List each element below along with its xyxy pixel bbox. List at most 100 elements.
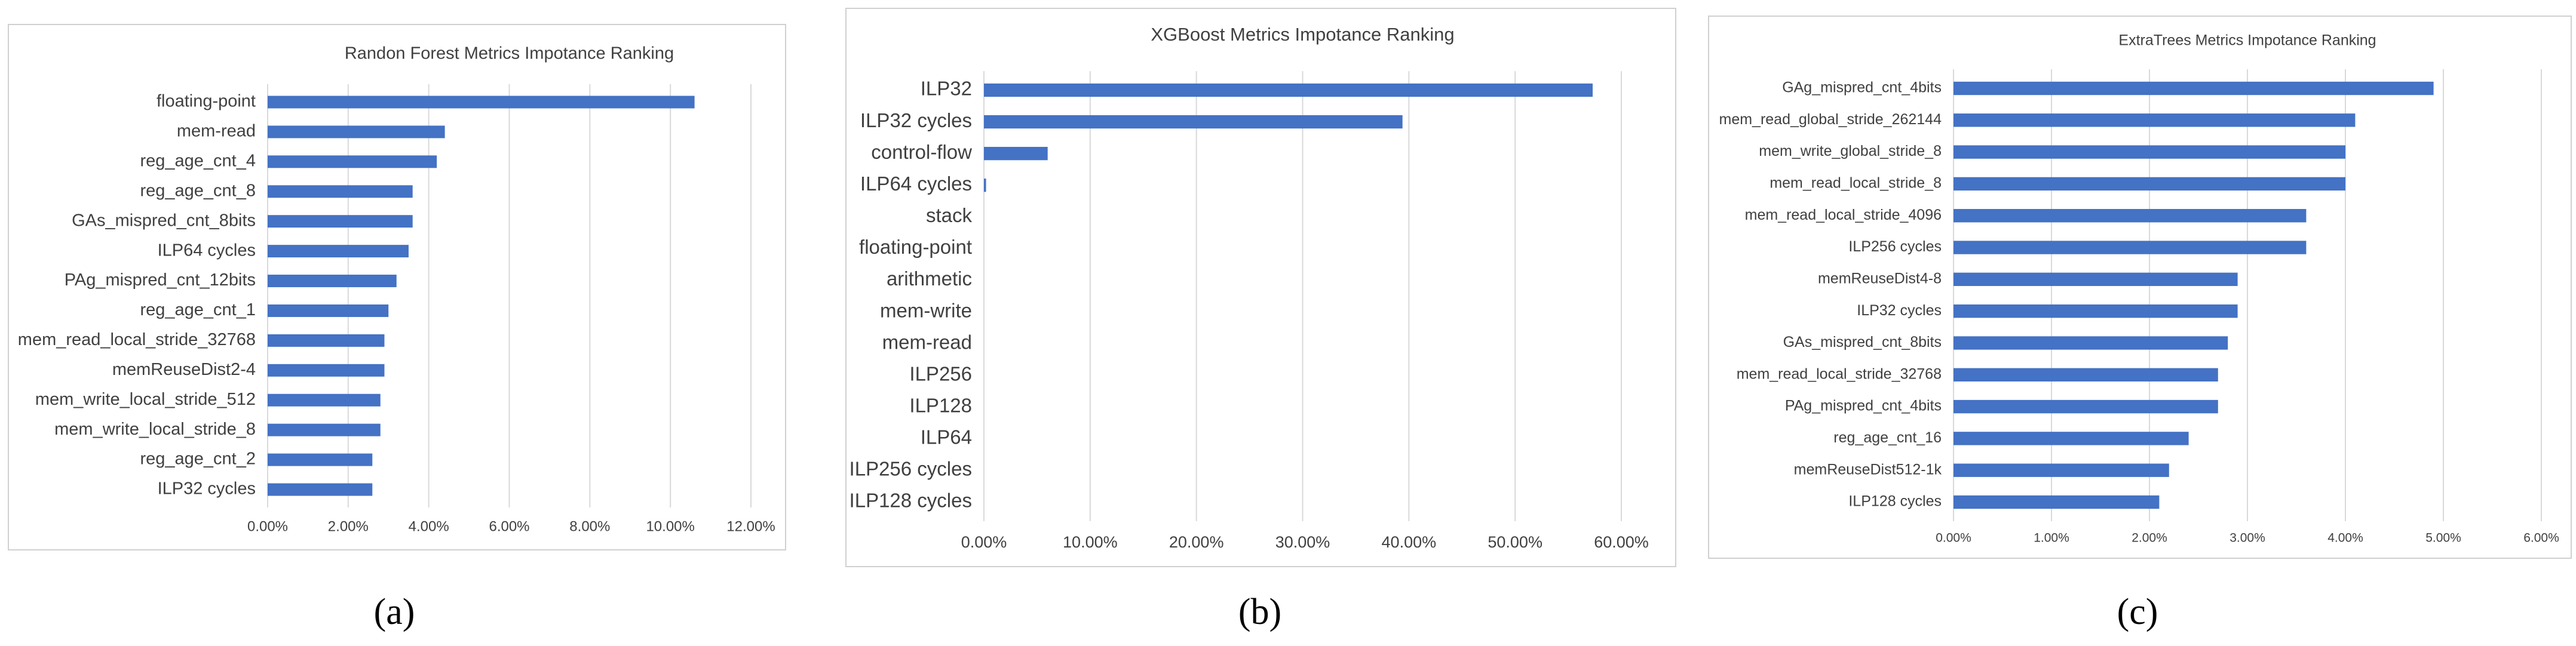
x-tick-label: 0.00% (961, 533, 1007, 551)
bar (1954, 463, 2169, 477)
bar (1954, 368, 2218, 382)
y-tick-label: PAg_mispred_cnt_4bits (1785, 398, 1942, 414)
y-tick-label: mem-write (880, 299, 972, 321)
y-tick-label: ILP64 cycles (860, 173, 972, 195)
bar (1954, 432, 2189, 445)
x-tick-label: 0.00% (247, 518, 288, 534)
bar (268, 393, 381, 407)
x-tick-label: 0.00% (1936, 531, 1971, 545)
y-tick-label: reg_age_cnt_16 (1833, 429, 1942, 446)
y-tick-label: GAg_mispred_cnt_4bits (1782, 79, 1942, 96)
x-tick-label: 1.00% (2034, 531, 2069, 545)
y-tick-label: control-flow (871, 141, 972, 163)
chart-title: XGBoost Metrics Impotance Ranking (1151, 24, 1454, 45)
y-tick-label: reg_age_cnt_8 (140, 181, 256, 200)
y-tick-label: mem_read_local_stride_8 (1770, 175, 1942, 192)
y-tick-label: arithmetic (887, 267, 972, 290)
y-tick-label: mem-read (177, 122, 256, 141)
y-tick-label: reg_age_cnt_4 (140, 152, 256, 171)
chart-panel: ExtraTrees Metrics Impotance Ranking 0.00… (1708, 16, 2572, 632)
x-tick-label: 20.00% (1169, 533, 1224, 551)
y-tick-label: reg_age_cnt_2 (140, 450, 256, 469)
bar (1954, 177, 2345, 191)
bar (1954, 241, 2307, 254)
bar (1954, 113, 2356, 127)
chart-title: ExtraTrees Metrics Impotance Ranking (2118, 32, 2376, 49)
bar (268, 483, 373, 496)
bar (1954, 145, 2345, 159)
y-tick-label: PAg_mispred_cnt_12bits (65, 270, 256, 290)
y-tick-label: mem_write_local_stride_512 (35, 390, 256, 409)
y-tick-label: ILP64 (921, 426, 972, 448)
y-tick-label: ILP256 cycles (850, 458, 972, 480)
bar (984, 115, 1403, 129)
x-tick-label: 5.00% (2425, 531, 2461, 545)
y-tick-label: floating-point (859, 236, 972, 258)
bar (268, 364, 385, 377)
bar (268, 215, 413, 228)
bar (268, 96, 695, 109)
x-tick-label: 3.00% (2230, 531, 2265, 545)
x-tick-label: 2.00% (328, 518, 369, 534)
y-tick-label: ILP128 (909, 394, 972, 416)
panel-label: (a) (374, 592, 415, 632)
y-tick-label: ILP32 cycles (1857, 302, 1942, 319)
bar (268, 304, 389, 317)
bar (268, 334, 385, 347)
x-tick-label: 6.00% (2523, 531, 2559, 545)
bar (984, 147, 1048, 161)
panel-label: (b) (1238, 592, 1281, 632)
y-tick-label: ILP32 cycles (158, 479, 256, 499)
bar (1954, 304, 2238, 318)
y-tick-label: GAs_mispred_cnt_8bits (1783, 334, 1942, 350)
x-tick-label: 10.00% (1063, 533, 1118, 551)
y-tick-label: reg_age_cnt_1 (140, 300, 256, 319)
x-tick-label: 12.00% (726, 518, 775, 534)
chart-panel: XGBoost Metrics Impotance Ranking 0.00% 10… (845, 8, 1676, 632)
bar (1954, 209, 2307, 223)
y-tick-label: mem-read (882, 331, 972, 353)
x-tick-label: 50.00% (1488, 533, 1542, 551)
y-tick-label: mem_read_local_stride_4096 (1745, 207, 1942, 223)
x-tick-label: 60.00% (1594, 533, 1649, 551)
bar (268, 245, 409, 258)
y-tick-label: mem_write_local_stride_8 (54, 420, 256, 439)
x-tick-label: 6.00% (489, 518, 529, 534)
bar (268, 453, 373, 466)
bar (984, 179, 986, 192)
x-tick-label: 8.00% (569, 518, 610, 534)
y-tick-label: ILP128 cycles (850, 490, 972, 512)
y-tick-label: memReuseDist4-8 (1818, 270, 1942, 287)
y-tick-label: GAs_mispred_cnt_8bits (72, 211, 256, 230)
y-tick-label: mem_read_local_stride_32768 (1737, 365, 1942, 382)
x-tick-label: 10.00% (646, 518, 694, 534)
y-tick-label: ILP256 (909, 362, 972, 384)
y-tick-label: mem_read_global_stride_262144 (1719, 111, 1942, 128)
bar (268, 185, 413, 198)
bar (1954, 399, 2218, 414)
bar (268, 275, 397, 288)
y-tick-label: ILP32 (921, 78, 972, 100)
y-tick-label: memReuseDist2-4 (112, 360, 256, 379)
y-tick-label: ILP64 cycles (158, 241, 256, 260)
y-tick-label: mem_read_local_stride_32768 (18, 330, 256, 349)
chart-panel: Randon Forest Metrics Impotance Ranking 0… (8, 24, 786, 632)
bar (268, 125, 445, 139)
x-tick-label: 2.00% (2132, 531, 2167, 545)
panel-label: (c) (2117, 592, 2158, 632)
y-tick-label: ILP32 cycles (860, 109, 972, 131)
bar (268, 155, 437, 168)
bar (1954, 272, 2238, 287)
bar (1954, 495, 2160, 509)
y-tick-label: stack (926, 204, 973, 226)
panel-frame (8, 24, 786, 550)
bar (984, 83, 1593, 97)
x-tick-label: 30.00% (1275, 533, 1330, 551)
y-tick-label: ILP128 cycles (1848, 493, 1942, 510)
bar (1954, 336, 2228, 350)
x-tick-label: 4.00% (2327, 531, 2363, 545)
y-tick-label: mem_write_global_stride_8 (1759, 143, 1942, 159)
chart-title: Randon Forest Metrics Impotance Ranking (345, 44, 674, 63)
x-tick-label: 40.00% (1382, 533, 1437, 551)
